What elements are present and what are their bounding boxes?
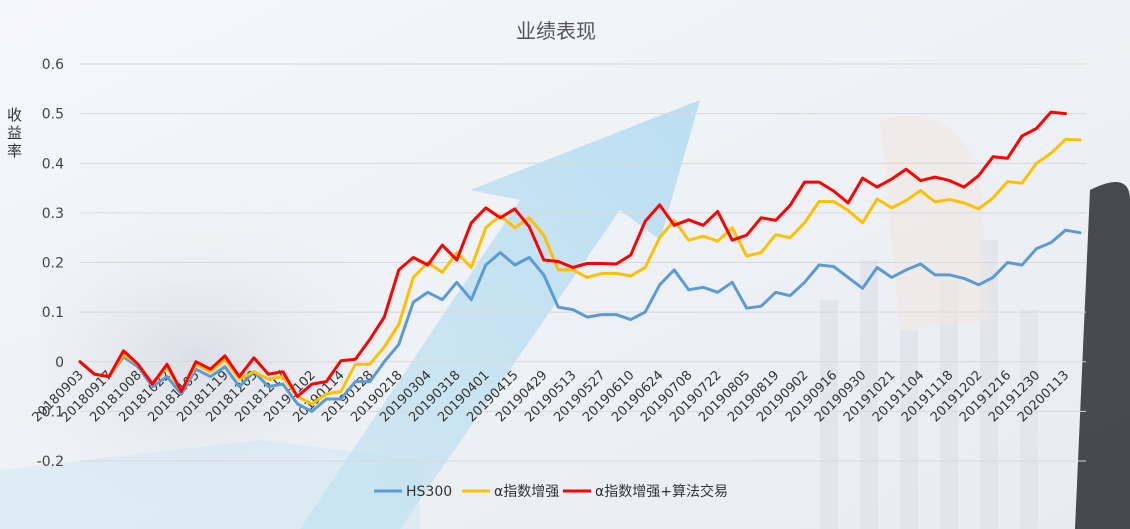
series-line-HS300: [78, 228, 1082, 413]
y-tick-label: -0.2: [37, 454, 64, 470]
y-tick-label: -0.1: [37, 404, 64, 420]
y-tick-label: 0.6: [42, 57, 64, 73]
chart-title: 业绩表现: [516, 19, 596, 43]
series-line-alpha_algo: [78, 110, 1067, 398]
series-line-alpha: [78, 137, 1082, 406]
y-tick-label: 0.2: [42, 256, 64, 272]
legend-label-alpha: α指数增强: [494, 484, 559, 500]
legend-label-HS300: HS300: [406, 484, 452, 500]
y-tick-label: 0.3: [42, 206, 64, 222]
y-tick-label: 0.4: [42, 156, 64, 172]
y-tick-label: 0: [55, 355, 64, 371]
legend: HS300 α指数增强 α指数增强+算法交易: [374, 483, 728, 500]
grid-lines: [80, 63, 1086, 462]
series-lines: [78, 110, 1082, 413]
y-tick-label: 0.1: [42, 305, 64, 321]
x-axis-ticks: 2018090320180917201810082018102220181105…: [29, 368, 1072, 425]
y-axis-ticks: -0.2 -0.1 0 0.1 0.2 0.3 0.4 0.5 0.6: [37, 57, 64, 470]
y-axis-label: 收益率: [7, 106, 22, 160]
legend-label-alpha_algo: α指数增强+算法交易: [595, 483, 728, 500]
y-tick-label: 0.5: [42, 107, 64, 123]
